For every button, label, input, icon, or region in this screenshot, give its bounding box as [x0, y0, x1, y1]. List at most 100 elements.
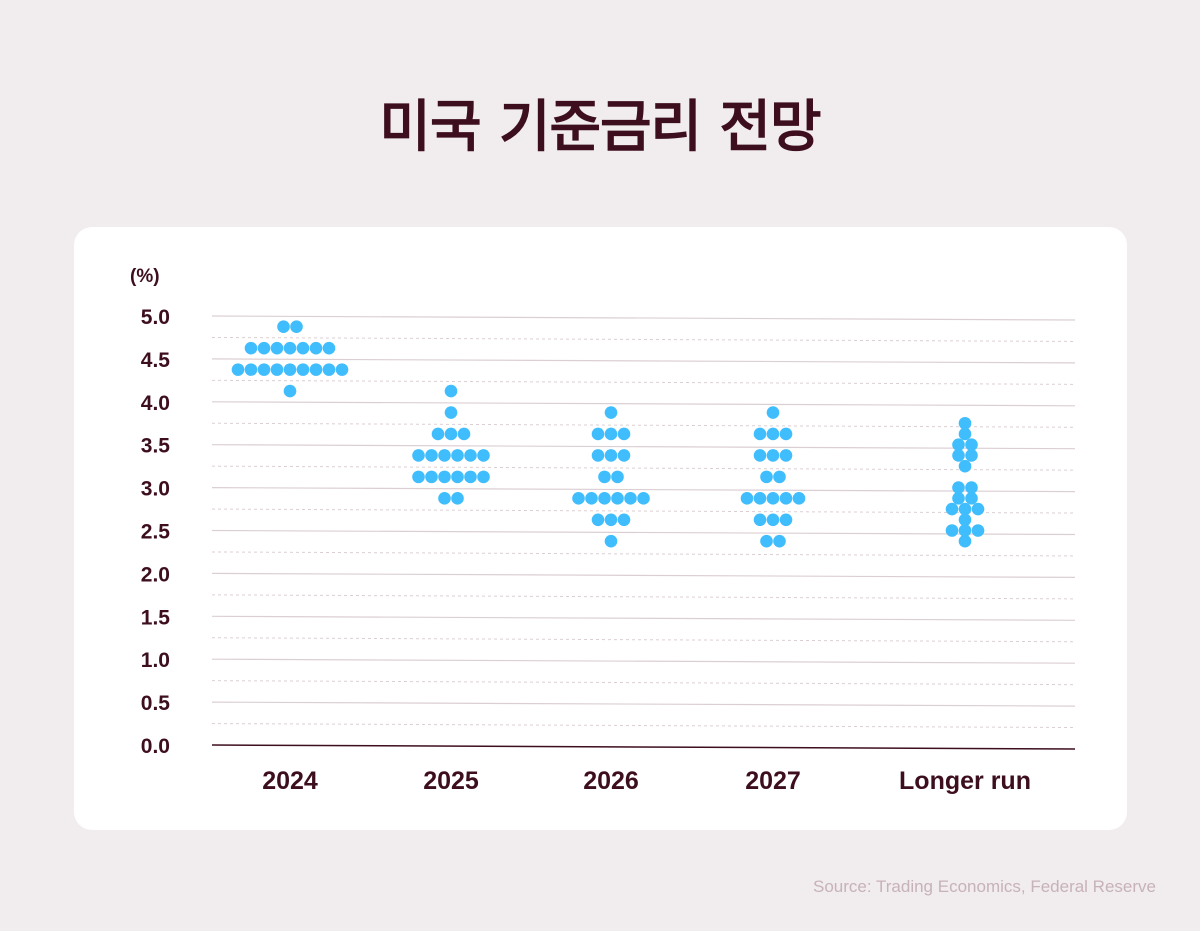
dot-2024: [231, 363, 245, 376]
dot-2026: [598, 492, 611, 505]
y-tick-label: 0.5: [141, 692, 171, 715]
dot-2026: [585, 492, 598, 505]
dot-2027: [779, 427, 793, 441]
dot-2027: [766, 449, 780, 462]
gridline-minor: [211, 508, 1076, 514]
dot-2027: [766, 492, 780, 505]
dot-2025: [412, 449, 425, 462]
dot-2027: [740, 492, 754, 505]
dot-longer-run: [958, 416, 972, 430]
x-tick-label: Longer run: [899, 767, 1031, 795]
gridline-minor: [211, 637, 1076, 643]
dot-longer-run: [945, 502, 959, 516]
dot-2025: [477, 470, 490, 484]
dot-2026: [637, 492, 650, 505]
gridline-minor: [211, 336, 1076, 342]
dot-2025: [451, 492, 464, 505]
gridline-minor: [211, 594, 1076, 600]
dot-2024: [244, 363, 258, 376]
gridline-major: [211, 315, 1076, 321]
y-tick-label: 3.5: [141, 435, 171, 458]
dot-2027: [753, 427, 767, 441]
dot-2026: [617, 427, 631, 441]
dot-2024: [309, 363, 323, 376]
dot-2027: [760, 534, 773, 548]
dot-2025: [457, 427, 471, 441]
y-tick-label: 4.0: [141, 392, 170, 415]
dot-2027: [766, 406, 780, 419]
dot-2024: [290, 320, 303, 334]
gridline-minor: [211, 379, 1076, 385]
source-note: Source: Trading Economics, Federal Reser…: [813, 877, 1156, 896]
gridline-minor: [211, 465, 1076, 471]
dot-longer-run: [952, 449, 965, 462]
gridline-major: [211, 615, 1076, 621]
dot-2026: [611, 492, 624, 505]
dot-2026: [617, 513, 631, 527]
dot-2024: [335, 363, 349, 376]
dot-2025: [412, 470, 425, 484]
dot-2025: [425, 470, 438, 484]
dot-longer-run: [965, 438, 978, 452]
dot-longer-run: [958, 524, 972, 537]
dot-2026: [598, 470, 611, 484]
x-tick-label: 2027: [745, 767, 801, 795]
page-title: 미국 기준금리 전망: [379, 95, 821, 160]
dot-2024: [257, 341, 271, 355]
dot-2027: [792, 492, 806, 505]
dot-2026: [617, 449, 631, 462]
y-tick-label: 3.0: [141, 478, 170, 501]
gridline-minor: [211, 680, 1076, 686]
gridline-major: [211, 358, 1076, 364]
dot-longer-run: [965, 492, 978, 505]
dot-2026: [611, 470, 624, 484]
dot-2024: [283, 384, 297, 398]
y-tick-label: 4.5: [141, 349, 171, 372]
dot-2026: [591, 449, 605, 462]
dot-2024: [296, 341, 310, 355]
dot-2025: [444, 384, 458, 398]
dot-longer-run: [958, 427, 972, 441]
dot-2026: [624, 492, 637, 505]
y-tick-label: 2.0: [141, 563, 170, 586]
dot-2026: [591, 427, 605, 441]
dot-2027: [773, 534, 786, 548]
dot-2027: [753, 513, 767, 527]
dot-2025: [477, 449, 490, 462]
y-tick-label: 2.5: [141, 521, 171, 544]
dot-2025: [425, 449, 438, 462]
dot-2026: [604, 513, 618, 527]
dot-longer-run: [971, 502, 985, 516]
dot-2024: [270, 341, 284, 355]
dot-longer-run: [958, 502, 972, 516]
dot-2024: [322, 341, 336, 355]
dot-longer-run: [971, 524, 985, 537]
x-tick-label: 2025: [423, 767, 479, 795]
dot-2025: [464, 449, 477, 462]
dot-2027: [779, 513, 793, 527]
dot-longer-run: [952, 492, 965, 505]
gridline-major: [211, 701, 1076, 707]
y-tick-label: 1.0: [141, 649, 170, 672]
dot-2024: [270, 363, 284, 376]
gridline-major: [211, 658, 1076, 664]
gridline-minor: [211, 551, 1076, 557]
x-axis-line: [211, 744, 1076, 750]
dot-2027: [766, 513, 780, 527]
dot-2025: [444, 406, 458, 419]
dot-longer-run: [965, 449, 978, 462]
dot-2027: [779, 492, 793, 505]
dot-2027: [773, 470, 786, 484]
dot-2027: [766, 427, 780, 441]
dot-longer-run: [958, 513, 972, 527]
dot-2025: [451, 449, 464, 462]
dot-2026: [604, 449, 618, 462]
dot-2024: [309, 341, 323, 355]
dot-2024: [277, 320, 290, 334]
y-tick-label: 0.0: [141, 735, 170, 758]
dot-2025: [438, 492, 451, 505]
dot-longer-run: [952, 481, 965, 494]
gridline-major: [211, 401, 1076, 407]
dot-2024: [296, 363, 310, 376]
gridline-major: [211, 572, 1076, 579]
